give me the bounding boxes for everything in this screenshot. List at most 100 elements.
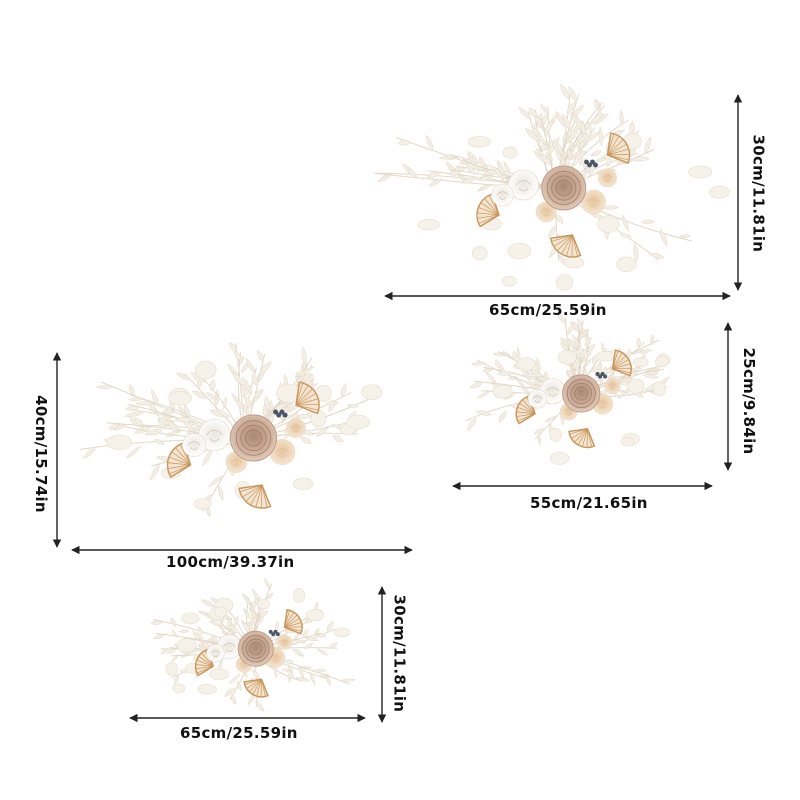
eucalyptus-leaf <box>595 351 616 362</box>
leaf <box>134 401 155 406</box>
leaf <box>537 434 542 446</box>
leaf <box>591 113 604 123</box>
leaf <box>303 628 309 638</box>
leaf <box>512 350 518 363</box>
leaf <box>328 400 335 413</box>
leaf <box>245 357 256 375</box>
leaf <box>154 438 165 445</box>
leaf <box>260 610 268 618</box>
leaf <box>461 177 476 184</box>
eucalyptus-leaf <box>214 606 228 618</box>
eucalyptus-leaf <box>516 357 536 371</box>
leaf <box>528 384 544 389</box>
leaf <box>584 131 601 143</box>
leaf <box>284 659 294 664</box>
leaf <box>619 233 632 238</box>
leaf <box>125 405 140 411</box>
leaf <box>598 126 603 147</box>
width-label-bottom-left: 65cm/25.59in <box>180 724 298 742</box>
leaf <box>485 371 498 385</box>
leaf <box>475 410 492 416</box>
leaf <box>233 350 242 361</box>
leaf <box>264 577 271 591</box>
leaf <box>636 337 641 348</box>
leaf <box>217 624 228 630</box>
ginkgo-leaf <box>606 132 631 164</box>
leaf <box>562 113 571 130</box>
leaf <box>544 416 557 423</box>
leaf <box>209 379 216 392</box>
leaf <box>602 205 619 210</box>
bottom-left-arrangement <box>150 577 357 712</box>
leaf <box>150 462 161 481</box>
eucalyptus-leaf <box>193 498 212 510</box>
leaf <box>273 664 278 679</box>
leaf <box>157 419 167 430</box>
leaf <box>280 668 294 673</box>
leaf <box>264 395 270 412</box>
eucalyptus-leaf <box>292 588 306 603</box>
leaf <box>568 85 578 103</box>
leaf <box>479 156 485 167</box>
leaf <box>590 363 603 373</box>
leaf <box>202 448 213 467</box>
mauve-peony <box>541 165 587 211</box>
eucalyptus-leaf <box>467 136 491 148</box>
leaf <box>567 148 573 160</box>
peach-rose <box>535 201 557 223</box>
leaf <box>595 157 608 162</box>
width-label-left-large: 100cm/39.37in <box>166 553 295 571</box>
leaf <box>548 224 558 239</box>
leaf <box>469 381 484 389</box>
leaf <box>633 243 639 263</box>
leaf <box>215 408 231 419</box>
leaf <box>128 416 140 428</box>
leaf <box>629 120 635 137</box>
leaf <box>577 140 588 148</box>
eucalyptus-leaf <box>653 381 666 397</box>
leaf <box>175 372 191 381</box>
leaf <box>482 368 493 373</box>
leaf <box>231 694 237 705</box>
leaf <box>316 425 329 437</box>
leaf <box>584 337 592 346</box>
leaf <box>295 677 310 682</box>
leaf <box>170 617 176 627</box>
leaf <box>249 613 260 627</box>
leaf <box>495 359 501 369</box>
leaf <box>252 588 260 602</box>
leaf <box>503 161 511 176</box>
leaf <box>539 103 550 116</box>
leaf <box>300 436 312 444</box>
leaf <box>555 214 564 224</box>
leaf <box>298 665 305 680</box>
leaf <box>478 176 490 182</box>
leaf <box>449 170 461 176</box>
eucalyptus-leaf <box>417 218 440 231</box>
leaf <box>303 636 319 642</box>
leaf <box>244 610 251 620</box>
eucalyptus-leaf <box>106 434 133 450</box>
leaf <box>301 346 307 366</box>
leaf <box>478 183 493 192</box>
leaf <box>650 334 655 346</box>
mauve-peony <box>562 374 601 413</box>
leaf <box>678 234 691 239</box>
leaf <box>113 424 126 431</box>
leaf <box>580 351 592 365</box>
white-rose <box>508 169 539 201</box>
leaf <box>438 155 456 160</box>
leaf <box>304 642 314 650</box>
mauve-peony <box>237 630 274 667</box>
leaf <box>151 388 159 407</box>
leaf <box>579 120 586 136</box>
leaf <box>426 171 441 179</box>
leaf <box>123 411 145 417</box>
leaf <box>492 352 506 357</box>
ginkgo-leaf <box>549 234 582 258</box>
eucalyptus-leaf <box>655 356 669 367</box>
leaf <box>82 448 96 459</box>
leaf <box>171 654 179 662</box>
eucalyptus-leaf <box>597 215 620 233</box>
leaf <box>569 149 583 161</box>
